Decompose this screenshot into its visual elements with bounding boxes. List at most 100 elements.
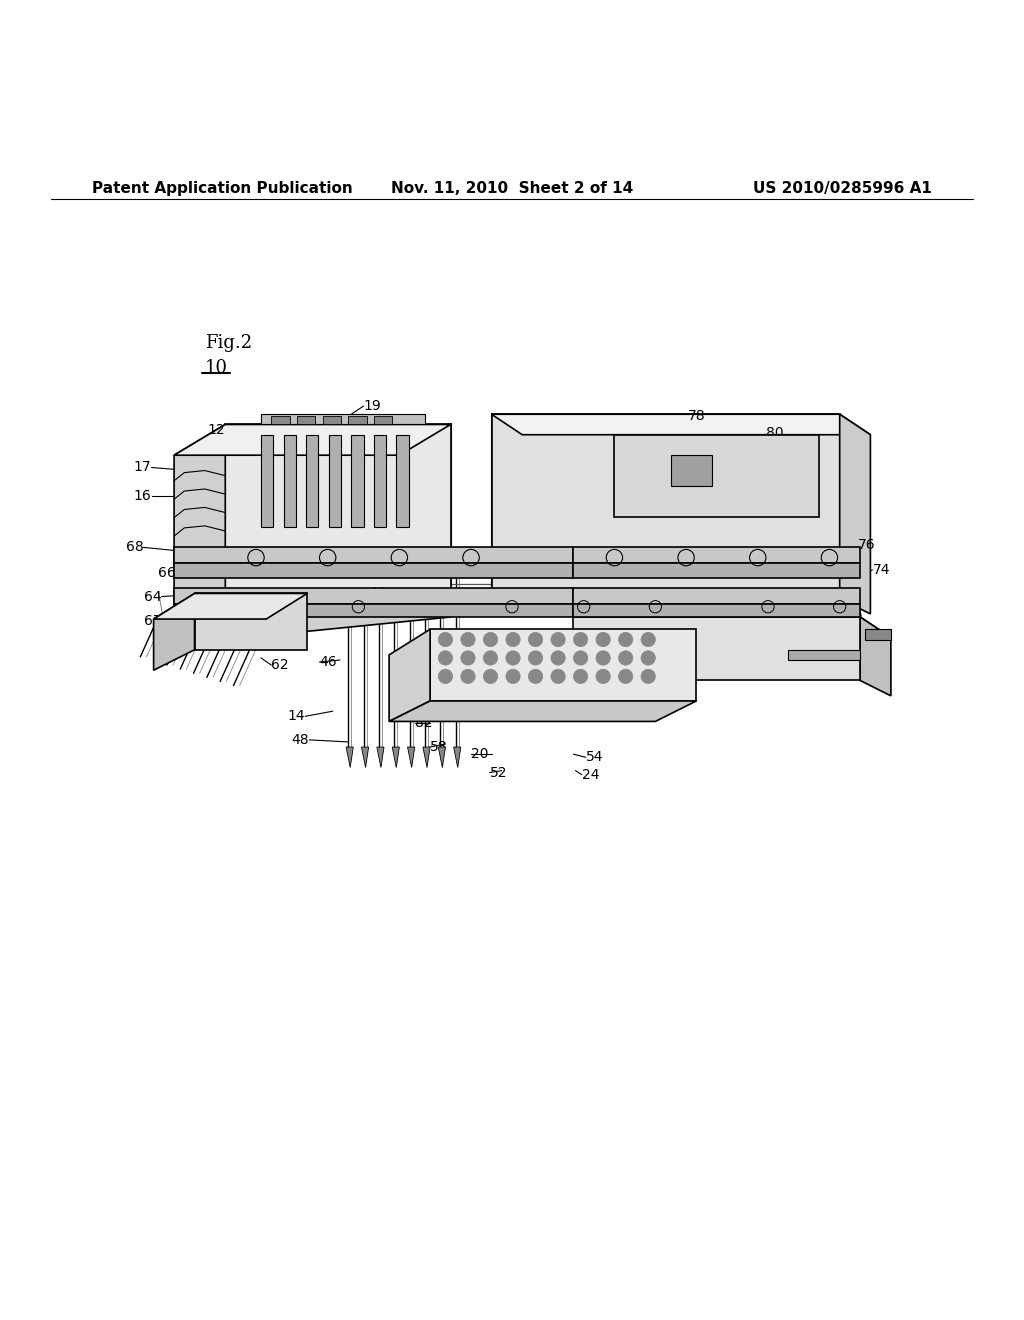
Text: 52: 52 <box>489 766 507 780</box>
Polygon shape <box>271 416 290 425</box>
Circle shape <box>506 669 520 684</box>
Circle shape <box>551 632 565 647</box>
Circle shape <box>641 669 655 684</box>
Text: 56: 56 <box>666 648 683 661</box>
Polygon shape <box>174 598 451 644</box>
Circle shape <box>573 669 588 684</box>
Circle shape <box>528 669 543 684</box>
Circle shape <box>618 632 633 647</box>
Text: 66: 66 <box>159 566 176 579</box>
Polygon shape <box>408 747 415 767</box>
Text: 10: 10 <box>205 359 227 378</box>
Circle shape <box>641 632 655 647</box>
Circle shape <box>528 632 543 647</box>
Text: 70: 70 <box>846 610 863 624</box>
Polygon shape <box>454 747 461 767</box>
Text: 44: 44 <box>369 586 386 601</box>
Text: 48: 48 <box>292 733 309 747</box>
Polygon shape <box>361 747 369 767</box>
Polygon shape <box>392 747 399 767</box>
Circle shape <box>573 632 588 647</box>
Circle shape <box>596 651 610 665</box>
Circle shape <box>618 651 633 665</box>
Text: 68: 68 <box>126 540 143 554</box>
Text: 58: 58 <box>430 741 447 754</box>
Circle shape <box>551 669 565 684</box>
Text: 16: 16 <box>134 490 152 503</box>
Text: 60: 60 <box>258 631 275 644</box>
Polygon shape <box>348 416 367 425</box>
Polygon shape <box>351 434 364 527</box>
Text: 24: 24 <box>582 768 599 781</box>
Polygon shape <box>423 747 430 767</box>
Polygon shape <box>377 747 384 767</box>
Polygon shape <box>195 594 307 649</box>
Polygon shape <box>573 548 860 562</box>
Text: US 2010/0285996 A1: US 2010/0285996 A1 <box>753 181 932 197</box>
Polygon shape <box>389 701 696 722</box>
Polygon shape <box>323 416 341 425</box>
Polygon shape <box>492 414 840 598</box>
Circle shape <box>528 651 543 665</box>
Text: 78: 78 <box>688 409 706 424</box>
Text: 72: 72 <box>845 590 862 603</box>
Polygon shape <box>261 414 425 425</box>
Polygon shape <box>573 616 891 638</box>
Polygon shape <box>389 630 430 722</box>
Circle shape <box>461 632 475 647</box>
Circle shape <box>483 651 498 665</box>
Text: 17: 17 <box>134 461 152 474</box>
Polygon shape <box>573 589 860 603</box>
Text: 76: 76 <box>858 539 876 552</box>
Polygon shape <box>374 416 392 425</box>
Text: 19: 19 <box>364 399 381 413</box>
Polygon shape <box>174 425 451 455</box>
Text: 22: 22 <box>170 635 187 648</box>
Text: 46: 46 <box>319 655 337 669</box>
Circle shape <box>483 669 498 684</box>
Polygon shape <box>174 589 573 603</box>
Polygon shape <box>174 562 573 578</box>
Polygon shape <box>329 434 341 527</box>
Polygon shape <box>297 416 315 425</box>
Circle shape <box>506 651 520 665</box>
Text: Fig.2: Fig.2 <box>205 334 252 351</box>
Text: 74: 74 <box>872 562 890 577</box>
Text: 67: 67 <box>144 614 162 628</box>
Circle shape <box>506 632 520 647</box>
Text: 64: 64 <box>144 590 162 603</box>
Circle shape <box>641 651 655 665</box>
Polygon shape <box>860 616 891 696</box>
Circle shape <box>438 669 453 684</box>
Polygon shape <box>154 594 307 619</box>
Text: 12: 12 <box>208 422 225 437</box>
Polygon shape <box>430 630 696 701</box>
Text: 50: 50 <box>451 599 468 614</box>
Polygon shape <box>573 603 860 616</box>
Polygon shape <box>306 434 318 527</box>
Text: 54: 54 <box>586 750 603 764</box>
Polygon shape <box>174 603 573 616</box>
Polygon shape <box>261 434 273 527</box>
Polygon shape <box>788 649 860 660</box>
Polygon shape <box>573 616 860 681</box>
Polygon shape <box>174 425 225 630</box>
Text: 82: 82 <box>415 717 432 730</box>
Text: Nov. 11, 2010  Sheet 2 of 14: Nov. 11, 2010 Sheet 2 of 14 <box>391 181 633 197</box>
Text: 80: 80 <box>766 425 783 440</box>
Polygon shape <box>284 434 296 527</box>
Text: Patent Application Publication: Patent Application Publication <box>92 181 353 197</box>
Circle shape <box>483 632 498 647</box>
Polygon shape <box>492 414 870 434</box>
Circle shape <box>461 669 475 684</box>
Polygon shape <box>396 434 409 527</box>
Circle shape <box>438 651 453 665</box>
Polygon shape <box>438 747 445 767</box>
Circle shape <box>596 632 610 647</box>
Polygon shape <box>174 548 573 562</box>
Text: 14: 14 <box>288 709 305 723</box>
Circle shape <box>596 669 610 684</box>
Circle shape <box>573 651 588 665</box>
Polygon shape <box>671 455 712 486</box>
Text: 20: 20 <box>471 747 488 762</box>
